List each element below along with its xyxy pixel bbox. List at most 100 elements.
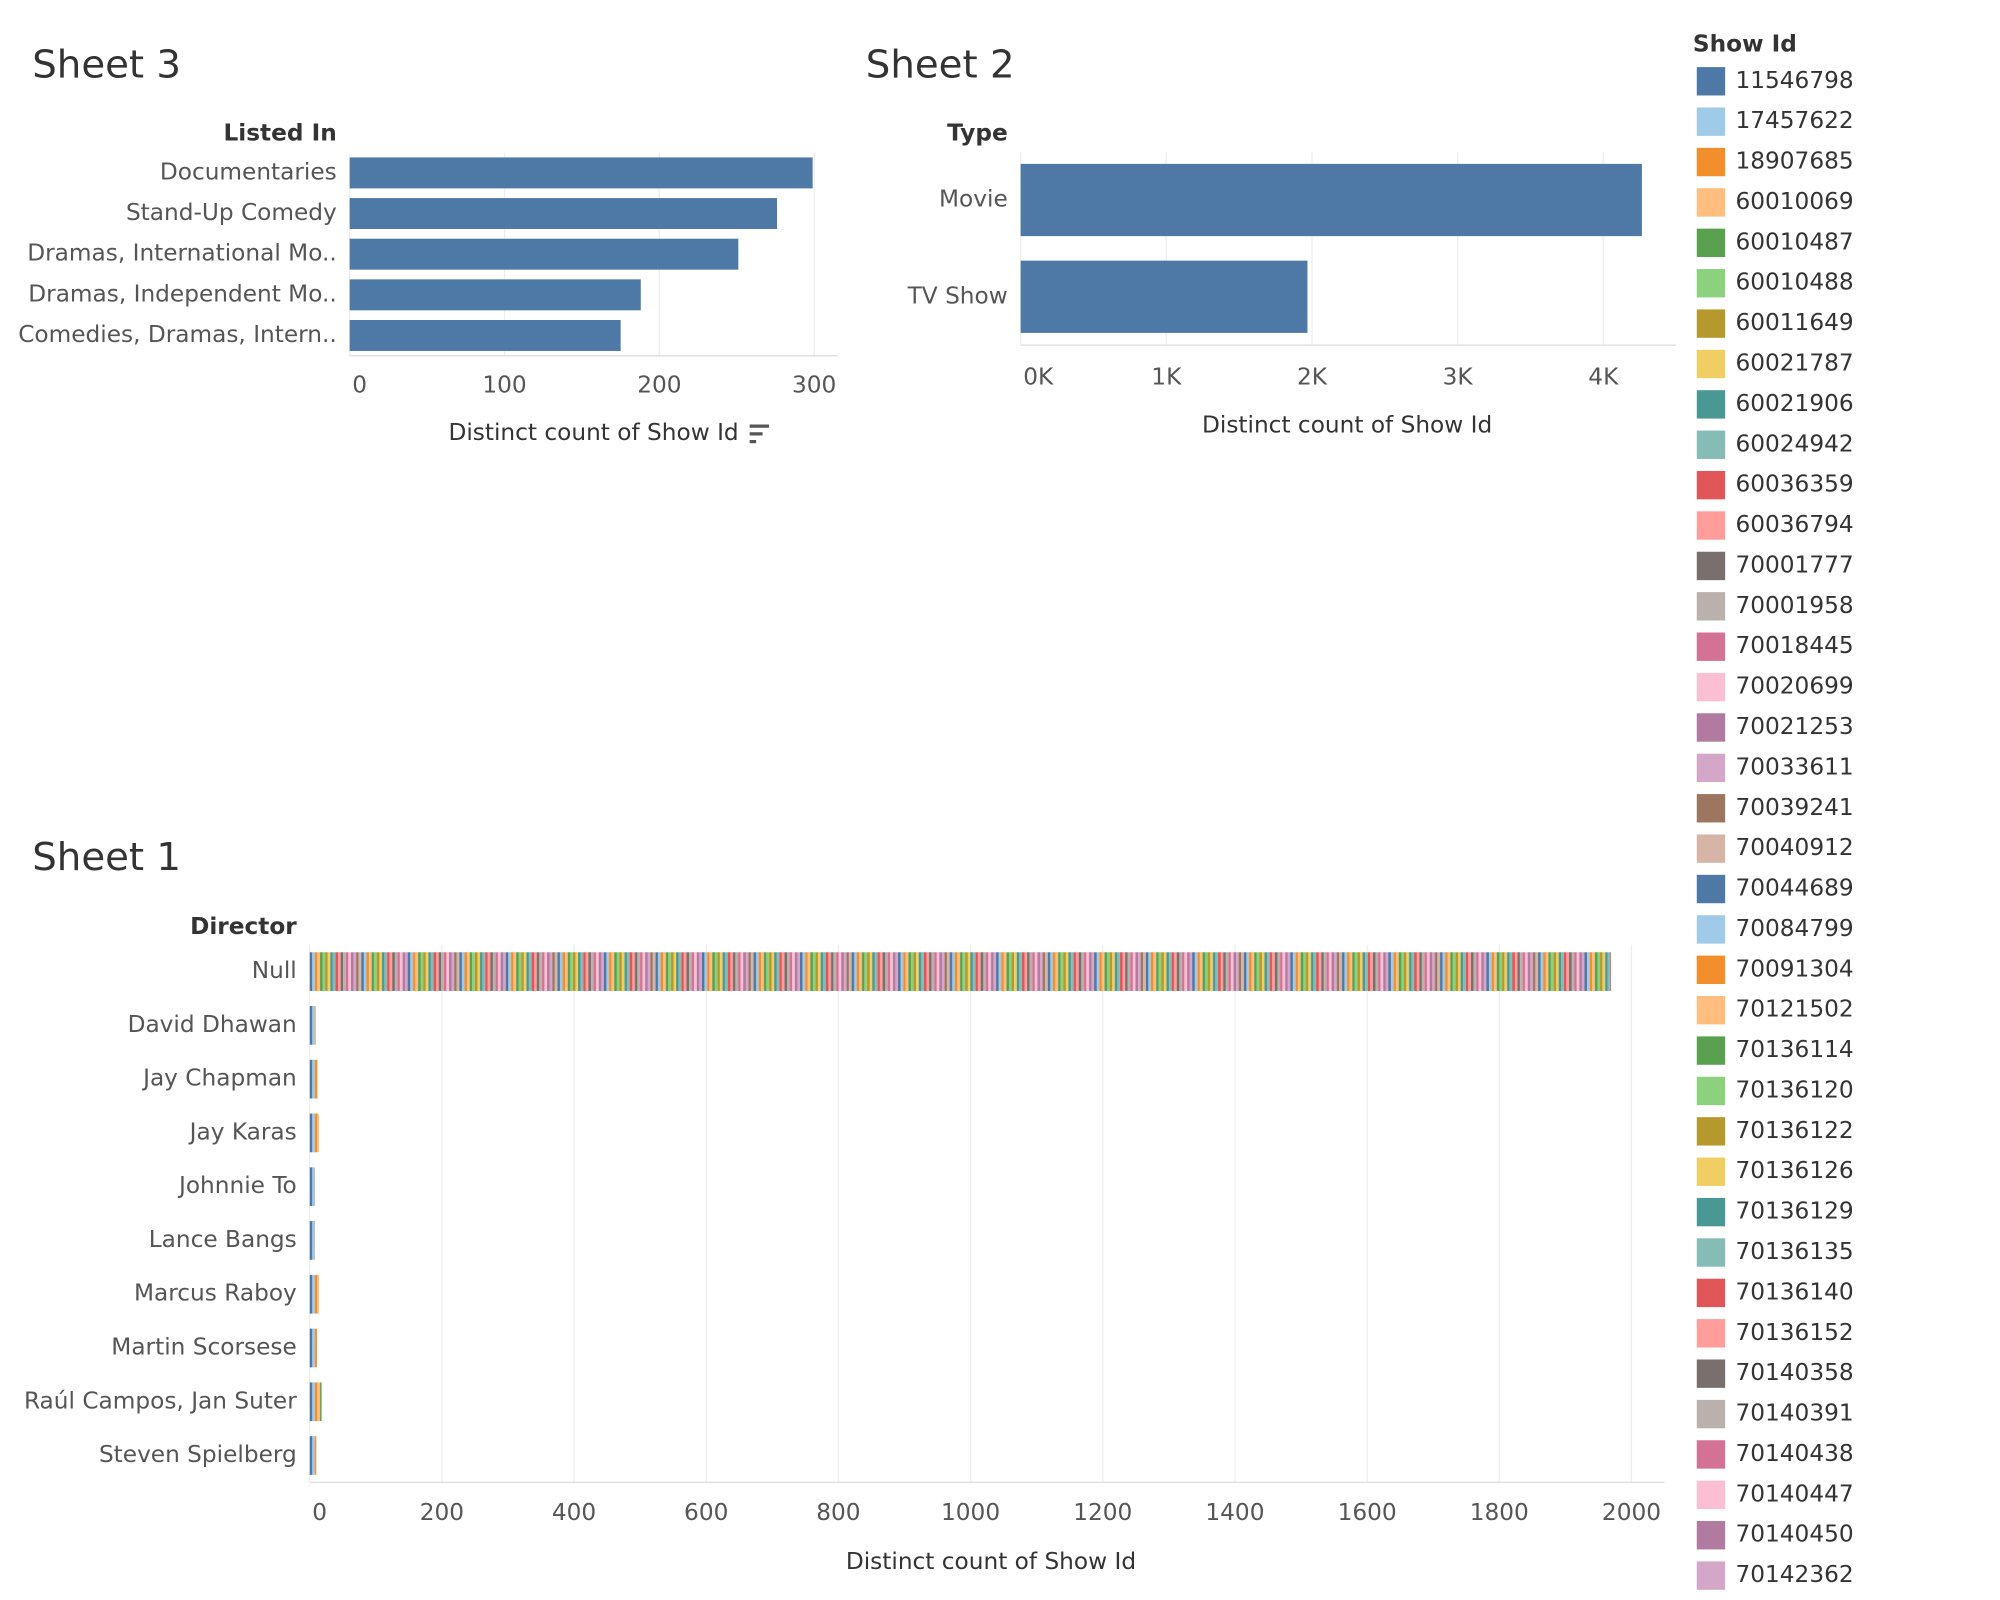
legend-label: 60024942 bbox=[1735, 430, 1853, 457]
legend-item[interactable]: 70142362 bbox=[1696, 1561, 1854, 1590]
x-tick-label: 2K bbox=[1297, 364, 1328, 391]
legend-swatch bbox=[1696, 592, 1726, 621]
bar bbox=[349, 198, 778, 230]
x-tick-label: 1K bbox=[1151, 364, 1182, 391]
x-tick-label: 3K bbox=[1443, 364, 1474, 391]
legend-title: Show Id bbox=[1693, 31, 1797, 58]
legend-item[interactable]: 70136114 bbox=[1696, 1036, 1854, 1065]
legend-item[interactable]: 17457622 bbox=[1696, 107, 1854, 136]
legend-label: 70121502 bbox=[1735, 996, 1853, 1023]
bar bbox=[309, 1382, 322, 1422]
legend-swatch bbox=[1696, 1278, 1726, 1308]
legend-item[interactable]: 70140450 bbox=[1696, 1521, 1854, 1550]
legend-item[interactable]: 70033611 bbox=[1696, 753, 1854, 783]
legend-label: 60010488 bbox=[1735, 269, 1853, 296]
bar bbox=[349, 320, 621, 351]
x-tick-label: 4K bbox=[1588, 364, 1619, 391]
legend-item[interactable]: 70001958 bbox=[1696, 592, 1854, 621]
legend-label: 70021253 bbox=[1735, 713, 1853, 740]
legend-label: 70001958 bbox=[1735, 592, 1853, 619]
y-axis-header: Listed In bbox=[223, 120, 336, 147]
bar bbox=[309, 1436, 317, 1475]
legend-label: 70039241 bbox=[1735, 794, 1853, 821]
x-tick-label: 0 bbox=[312, 1499, 327, 1526]
legend-item[interactable]: 70121502 bbox=[1696, 996, 1854, 1025]
legend-label: 60011649 bbox=[1735, 309, 1853, 336]
legend-item[interactable]: 70040912 bbox=[1696, 834, 1854, 863]
legend-label: 70020699 bbox=[1735, 673, 1853, 700]
legend-swatch bbox=[1696, 834, 1726, 863]
legend-item[interactable]: 60010488 bbox=[1696, 269, 1854, 298]
legend-label: 11546798 bbox=[1735, 67, 1853, 94]
legend-label: 70044689 bbox=[1735, 875, 1853, 902]
y-tick-label: Johnnie To bbox=[177, 1172, 297, 1199]
legend-swatch bbox=[1696, 390, 1726, 419]
legend-swatch bbox=[1696, 1319, 1726, 1348]
legend-item[interactable]: 70091304 bbox=[1696, 955, 1854, 984]
legend-item[interactable]: 60010069 bbox=[1696, 188, 1854, 217]
legend-swatch bbox=[1696, 309, 1726, 338]
legend-label: 70140450 bbox=[1735, 1521, 1853, 1548]
legend-label: 70142362 bbox=[1735, 1561, 1853, 1588]
legend-swatch bbox=[1696, 1197, 1726, 1227]
legend-item[interactable]: 70136126 bbox=[1696, 1157, 1854, 1186]
legend-item[interactable]: 60024942 bbox=[1696, 430, 1854, 459]
y-tick-label: TV Show bbox=[907, 282, 1008, 309]
legend-label: 60010487 bbox=[1735, 228, 1853, 255]
legend-label: 60010069 bbox=[1735, 188, 1853, 215]
legend-label: 70091304 bbox=[1735, 955, 1853, 982]
legend-item[interactable]: 70136122 bbox=[1696, 1117, 1854, 1146]
bar bbox=[309, 1059, 318, 1099]
legend-item[interactable]: 60036794 bbox=[1696, 511, 1854, 540]
legend-item[interactable]: 60010487 bbox=[1696, 228, 1854, 258]
y-tick-label: Documentaries bbox=[160, 158, 337, 185]
legend-label: 70084799 bbox=[1735, 915, 1853, 942]
legend-item[interactable]: 11546798 bbox=[1696, 67, 1854, 96]
sort-icon[interactable] bbox=[749, 424, 770, 444]
legend-item[interactable]: 70140438 bbox=[1696, 1440, 1854, 1469]
legend-item[interactable]: 70136129 bbox=[1696, 1197, 1854, 1227]
legend-swatch bbox=[1696, 228, 1726, 258]
legend-item[interactable]: 70001777 bbox=[1696, 551, 1854, 581]
legend-item[interactable]: 60036359 bbox=[1696, 471, 1854, 500]
legend-swatch bbox=[1696, 1157, 1726, 1186]
legend-item[interactable]: 70136152 bbox=[1696, 1319, 1854, 1348]
legend-item[interactable]: 60021787 bbox=[1696, 350, 1854, 379]
legend-swatch bbox=[1696, 713, 1726, 742]
y-axis-header: Type bbox=[947, 120, 1008, 147]
legend-item[interactable]: 70020699 bbox=[1696, 673, 1854, 702]
legend-label: 70136120 bbox=[1735, 1076, 1853, 1103]
legend-item[interactable]: 70136140 bbox=[1696, 1278, 1854, 1308]
legend-swatch bbox=[1696, 955, 1726, 984]
x-tick-label: 400 bbox=[552, 1499, 596, 1526]
legend-item[interactable]: 70018445 bbox=[1696, 632, 1854, 661]
legend-item[interactable]: 70140447 bbox=[1696, 1480, 1854, 1510]
legend-item[interactable]: 70136135 bbox=[1696, 1238, 1854, 1267]
legend-item[interactable]: 70136120 bbox=[1696, 1076, 1854, 1106]
legend-item[interactable]: 60011649 bbox=[1696, 309, 1854, 338]
legend-item[interactable]: 70021253 bbox=[1696, 713, 1854, 742]
bar bbox=[349, 279, 641, 311]
x-tick-label: 200 bbox=[637, 371, 681, 398]
legend-item[interactable]: 70140391 bbox=[1696, 1400, 1854, 1429]
legend-swatch bbox=[1696, 996, 1726, 1025]
bar bbox=[349, 157, 813, 189]
legend-swatch bbox=[1696, 269, 1726, 298]
y-tick-label: Steven Spielberg bbox=[99, 1441, 297, 1468]
legend-item[interactable]: 60021906 bbox=[1696, 390, 1854, 419]
legend-item[interactable]: 70140358 bbox=[1696, 1359, 1854, 1388]
legend-item[interactable]: 70044689 bbox=[1696, 875, 1854, 904]
legend-swatch bbox=[1696, 753, 1726, 783]
x-tick-label: 0 bbox=[352, 371, 367, 398]
bar bbox=[309, 1274, 319, 1314]
x-tick-label: 1000 bbox=[941, 1499, 1000, 1526]
legend-item[interactable]: 18907685 bbox=[1696, 148, 1854, 177]
x-axis-title: Distinct count of Show Id bbox=[846, 1548, 1136, 1575]
chart-title: Sheet 3 bbox=[32, 43, 181, 88]
y-tick-label: Martin Scorsese bbox=[111, 1333, 296, 1360]
legend-item[interactable]: 70039241 bbox=[1696, 794, 1854, 823]
legend-label: 70136126 bbox=[1735, 1157, 1853, 1184]
legend-item[interactable]: 70084799 bbox=[1696, 915, 1854, 944]
bar bbox=[1020, 163, 1642, 237]
